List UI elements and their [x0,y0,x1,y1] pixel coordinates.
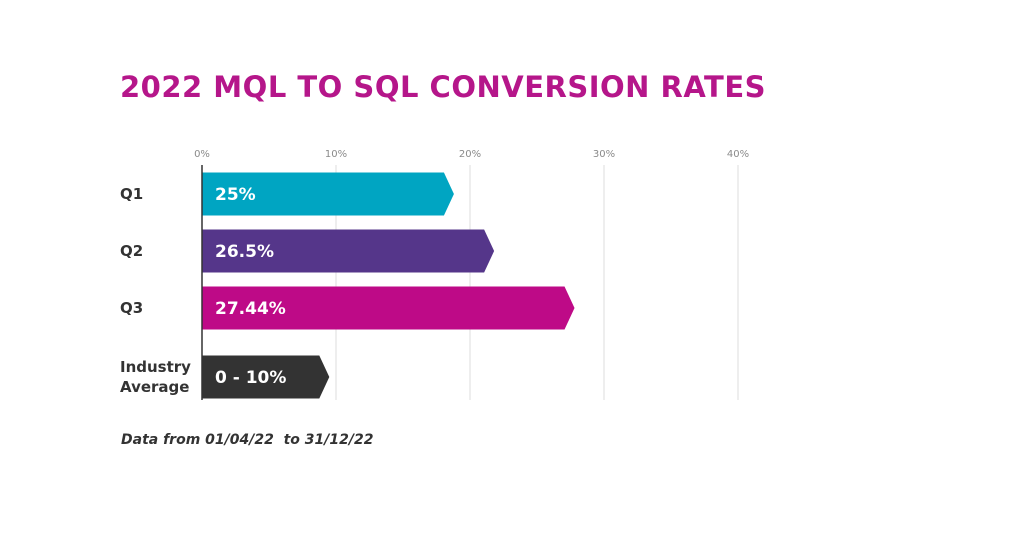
category-label: Q3 [120,299,143,317]
bar [202,172,454,216]
x-tick-label: 0% [194,149,210,160]
bar-value-label: 27.44% [215,299,286,319]
bar [202,355,330,399]
category-labels: Q1 Q2 Q3 Industry Average [120,185,191,396]
chart-title: 2022 MQL TO SQL CONVERSION RATES [120,70,767,104]
bar-value-label: 25% [215,185,256,205]
bars: 25% 26.5% 27.44% 0 - 10% [202,172,575,399]
category-label: Industry Average [120,358,191,396]
bar [202,286,575,330]
x-tick-label: 20% [459,149,481,160]
data-date-range-note: Data from 01/04/22 to 31/12/22 [121,432,374,448]
x-tick-label: 30% [593,149,615,160]
bar-value-label: 0 - 10% [215,368,286,388]
x-axis-ticks: 0% 10% 20% 30% 40% [194,149,749,160]
bar [202,229,495,273]
category-label: Q1 [120,185,143,203]
category-label: Q2 [120,242,143,260]
x-tick-label: 10% [325,149,347,160]
bar-value-label: 26.5% [215,242,274,262]
x-tick-label: 40% [727,149,749,160]
